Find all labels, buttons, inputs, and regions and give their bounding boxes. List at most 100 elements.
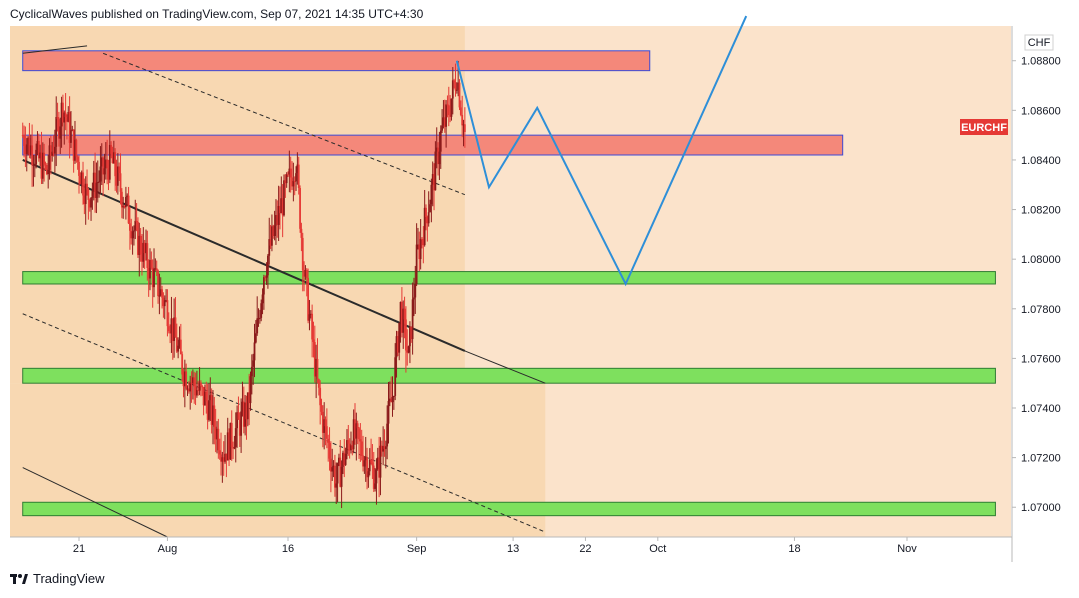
history-shade <box>10 26 465 384</box>
candle <box>339 440 342 488</box>
candle <box>167 312 170 334</box>
resistance-zone-2[interactable] <box>22 134 844 156</box>
trendline-channel-top-solid[interactable] <box>22 45 88 54</box>
trendline-channel-lower-dashed[interactable] <box>22 313 546 533</box>
candle-body <box>246 392 249 420</box>
candle-body <box>303 270 305 277</box>
trendline-channel-bottom-solid[interactable] <box>22 467 168 538</box>
candle <box>346 429 348 460</box>
candle-body <box>305 269 308 278</box>
candle <box>245 395 248 440</box>
candle <box>297 156 300 195</box>
candle-body <box>183 371 186 387</box>
candle <box>382 426 385 466</box>
y-tick-label: 1.08400 <box>1021 155 1061 167</box>
candle-body <box>41 152 44 179</box>
candle <box>131 226 134 255</box>
candle-body <box>96 182 99 184</box>
candle <box>138 222 141 277</box>
candle-body <box>351 445 354 450</box>
candle <box>434 141 437 191</box>
trendline-channel-mid-extension[interactable] <box>464 350 546 384</box>
candle <box>150 251 153 270</box>
candle <box>317 378 320 396</box>
support-zone-1[interactable] <box>22 271 996 285</box>
candle <box>62 94 64 136</box>
candle-body <box>356 423 359 429</box>
candle-body <box>86 183 88 190</box>
candle <box>39 144 42 167</box>
candle-body <box>196 390 198 396</box>
candle <box>429 199 431 213</box>
candle-body <box>421 238 423 240</box>
candle <box>24 126 27 168</box>
y-tick-label: 1.07800 <box>1021 304 1061 316</box>
candle-body <box>261 294 264 304</box>
y-tick-label: 1.07600 <box>1021 353 1061 365</box>
candle <box>80 170 83 194</box>
tradingview-logo-icon[interactable] <box>10 572 28 586</box>
candle-body <box>194 386 197 396</box>
candle <box>442 100 445 129</box>
candle-body <box>31 145 34 166</box>
candle-body <box>112 152 115 164</box>
resistance-zone-1[interactable] <box>22 50 651 72</box>
candle <box>149 248 151 291</box>
candle-body <box>76 156 79 162</box>
candle <box>106 139 109 185</box>
candle <box>438 132 441 180</box>
footer-brand[interactable]: TradingView <box>33 571 105 586</box>
candle-body <box>323 419 326 433</box>
candle <box>321 405 324 448</box>
candle <box>319 380 322 425</box>
candle-body <box>325 426 328 439</box>
candle-body <box>91 190 94 198</box>
y-tick-label: 1.07000 <box>1021 502 1061 514</box>
candle-body <box>461 114 464 126</box>
candle-body <box>387 400 390 424</box>
candle <box>133 225 135 246</box>
candle <box>313 325 316 383</box>
candle <box>236 405 238 448</box>
candle-body <box>230 422 233 448</box>
candle-body <box>296 164 299 174</box>
candle-body <box>388 398 391 401</box>
candle <box>271 214 273 252</box>
symbol-badge-text: EURCHF <box>961 122 1007 134</box>
symbol-badge[interactable] <box>960 119 1008 135</box>
candle-body <box>265 275 268 278</box>
candle <box>76 155 79 170</box>
candle <box>387 381 390 444</box>
candle-body <box>147 267 150 279</box>
candle <box>400 287 403 338</box>
candle-body <box>48 145 51 170</box>
candle <box>162 292 165 318</box>
candle-body <box>285 174 288 184</box>
candle-body <box>62 102 64 123</box>
candle-body <box>209 395 212 401</box>
candle-body <box>340 466 343 487</box>
support-zone-2[interactable] <box>22 367 996 384</box>
candle <box>462 119 465 147</box>
candle <box>279 186 281 230</box>
candle <box>380 440 383 457</box>
candle-body <box>70 130 72 143</box>
candle-body <box>415 244 418 285</box>
candle-body <box>200 382 202 387</box>
candle <box>191 369 194 400</box>
candle <box>360 429 363 461</box>
projection-path[interactable] <box>455 15 748 287</box>
publisher-line: CyclicalWaves published on TradingView.c… <box>10 7 424 21</box>
candle-body <box>426 216 429 224</box>
candle-body <box>234 428 237 447</box>
candle-body <box>253 342 256 361</box>
trendline-channel-upper-dashed[interactable] <box>102 52 466 196</box>
candle-body <box>133 230 135 232</box>
candle-body <box>258 317 261 319</box>
candle <box>228 428 230 467</box>
candle <box>292 162 295 202</box>
support-zone-3[interactable] <box>22 501 996 517</box>
candle <box>226 417 229 461</box>
candle-body <box>443 117 446 127</box>
